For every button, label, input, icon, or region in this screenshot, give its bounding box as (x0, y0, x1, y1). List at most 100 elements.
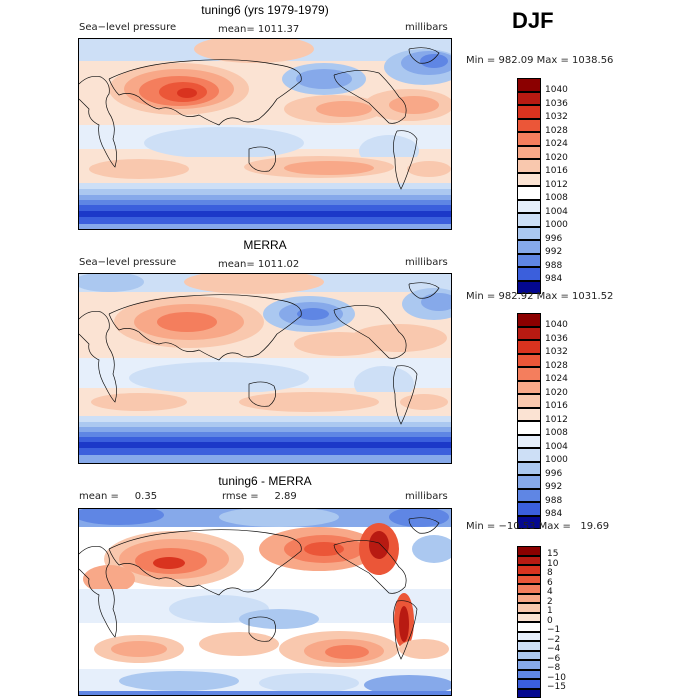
colorbar-tick-label: 1028 (545, 360, 568, 371)
colorbar-swatch (517, 313, 541, 327)
colorbar-swatch (517, 593, 541, 603)
colorbar-tick-label: −2 (547, 634, 561, 645)
panel-3-units-label: millibars (405, 491, 448, 502)
panel-2-colorbar: 1040 1036 1032 1028 1024 1020 1016 1012 … (517, 313, 568, 529)
colorbar-tick-label: 1028 (545, 125, 568, 136)
colorbar-tick-label: −15 (547, 682, 566, 692)
colorbar-swatch (517, 515, 541, 529)
colorbar-swatch (517, 584, 541, 594)
colorbar-swatch (517, 502, 541, 516)
colorbar-swatch (517, 660, 541, 670)
panel-1-variable-label: Sea−level pressure (79, 22, 177, 33)
colorbar-tick-label: 1040 (545, 320, 568, 330)
colorbar-tick-label: 996 (545, 233, 563, 244)
colorbar-tick-label: 996 (545, 468, 563, 479)
panel-3-colorbar: 15 10 8 6 4 2 1 0 −1 −2 −4 −6 −8 −10 −15 (517, 546, 566, 698)
colorbar-tick-label: 1004 (545, 441, 568, 452)
colorbar-tick-label: 1008 (545, 428, 568, 438)
colorbar-swatch (517, 132, 541, 146)
colorbar-tick-label: 1024 (545, 374, 568, 384)
colorbar-swatch (517, 546, 541, 556)
panel-3-mean-label: mean = 0.35 (79, 491, 158, 502)
colorbar-tick-label: 2 (547, 596, 553, 607)
colorbar-swatch (517, 380, 541, 394)
colorbar-tick-label: 984 (545, 509, 563, 519)
colorbar-swatch (517, 326, 541, 340)
colorbar-tick-label: 1016 (545, 401, 568, 411)
colorbar-swatch (517, 631, 541, 641)
colorbar-tick-label: 988 (545, 260, 563, 271)
colorbar-swatch (517, 267, 541, 281)
panel-2-mean-label: mean= 1011.02 (218, 259, 300, 270)
panel-2-variable-label: Sea−level pressure (79, 257, 177, 268)
panel-3-title: tuning6 - MERRA (218, 474, 312, 488)
colorbar-tick-label: −10 (547, 672, 566, 683)
colorbar-swatch (517, 612, 541, 622)
colorbar-tick-label: 992 (545, 482, 563, 492)
panel-1-minmax: Min = 982.09 Max = 1038.56 (466, 55, 614, 66)
panel-3-field (79, 509, 451, 695)
panel-1-units-label: millibars (405, 22, 448, 33)
colorbar-swatch (517, 340, 541, 354)
colorbar-tick-label: 6 (547, 577, 553, 588)
colorbar-swatch (517, 213, 541, 227)
colorbar-swatch (517, 240, 541, 254)
colorbar-tick-label: 992 (545, 247, 563, 257)
colorbar-swatch (517, 226, 541, 240)
colorbar-swatch (517, 603, 541, 613)
panel-2-map (78, 273, 452, 464)
colorbar-tick-label: −8 (547, 663, 561, 673)
colorbar-tick-label: 0 (547, 615, 553, 626)
colorbar-swatch (517, 91, 541, 105)
colorbar-swatch (517, 565, 541, 575)
colorbar-tick-label: 4 (547, 587, 553, 597)
colorbar-tick-label: 1008 (545, 193, 568, 203)
colorbar-tick-label: −4 (547, 644, 561, 654)
colorbar-swatch (517, 367, 541, 381)
colorbar-swatch (517, 555, 541, 565)
colorbar-swatch (517, 679, 541, 689)
panel-2-field (79, 274, 451, 463)
colorbar-swatch (517, 641, 541, 651)
panel-1-field (79, 39, 451, 229)
panel-3-map (78, 508, 452, 696)
colorbar-tick-label: 1032 (545, 112, 568, 122)
colorbar-swatch (517, 159, 541, 173)
colorbar-tick-label: 1036 (545, 98, 568, 109)
colorbar-tick-label: 1016 (545, 166, 568, 176)
colorbar-swatch (517, 434, 541, 448)
panel-3-rmse-label: rmse = 2.89 (222, 491, 297, 502)
season-label: DJF (512, 8, 554, 33)
colorbar-tick-label: 1040 (545, 85, 568, 95)
colorbar-swatch (517, 622, 541, 632)
colorbar-swatch (517, 574, 541, 584)
colorbar-tick-label: 1012 (545, 179, 568, 190)
colorbar-swatch (517, 172, 541, 186)
colorbar-swatch (517, 488, 541, 502)
colorbar-tick-label: 1000 (545, 220, 568, 230)
colorbar-swatch (517, 105, 541, 119)
colorbar-tick-label: 1 (547, 606, 553, 616)
panel-2-minmax: Min = 982.92 Max = 1031.52 (466, 291, 614, 302)
colorbar-swatch (517, 394, 541, 408)
colorbar-swatch (517, 669, 541, 679)
colorbar-tick-label: 1004 (545, 206, 568, 217)
colorbar-tick-label: 8 (547, 568, 553, 578)
colorbar-swatch (517, 353, 541, 367)
panel-1-colorbar: 1040 1036 1032 1028 1024 1020 1016 1012 … (517, 78, 568, 294)
colorbar-swatch (517, 475, 541, 489)
colorbar-tick-label: 1032 (545, 347, 568, 357)
panel-2-units-label: millibars (405, 257, 448, 268)
panel-1-map (78, 38, 452, 230)
colorbar-tick-label: 10 (547, 558, 559, 569)
colorbar-swatch (517, 253, 541, 267)
colorbar-tick-label: 1020 (545, 387, 568, 398)
colorbar-tick-label: 1024 (545, 139, 568, 149)
colorbar-tick-label: 1000 (545, 455, 568, 465)
colorbar-tick-label: 1020 (545, 152, 568, 163)
colorbar-swatch (517, 118, 541, 132)
colorbar-tick-label: 1036 (545, 333, 568, 344)
colorbar-swatch (517, 650, 541, 660)
colorbar-swatch (517, 421, 541, 435)
panel-2-title: MERRA (243, 238, 287, 252)
